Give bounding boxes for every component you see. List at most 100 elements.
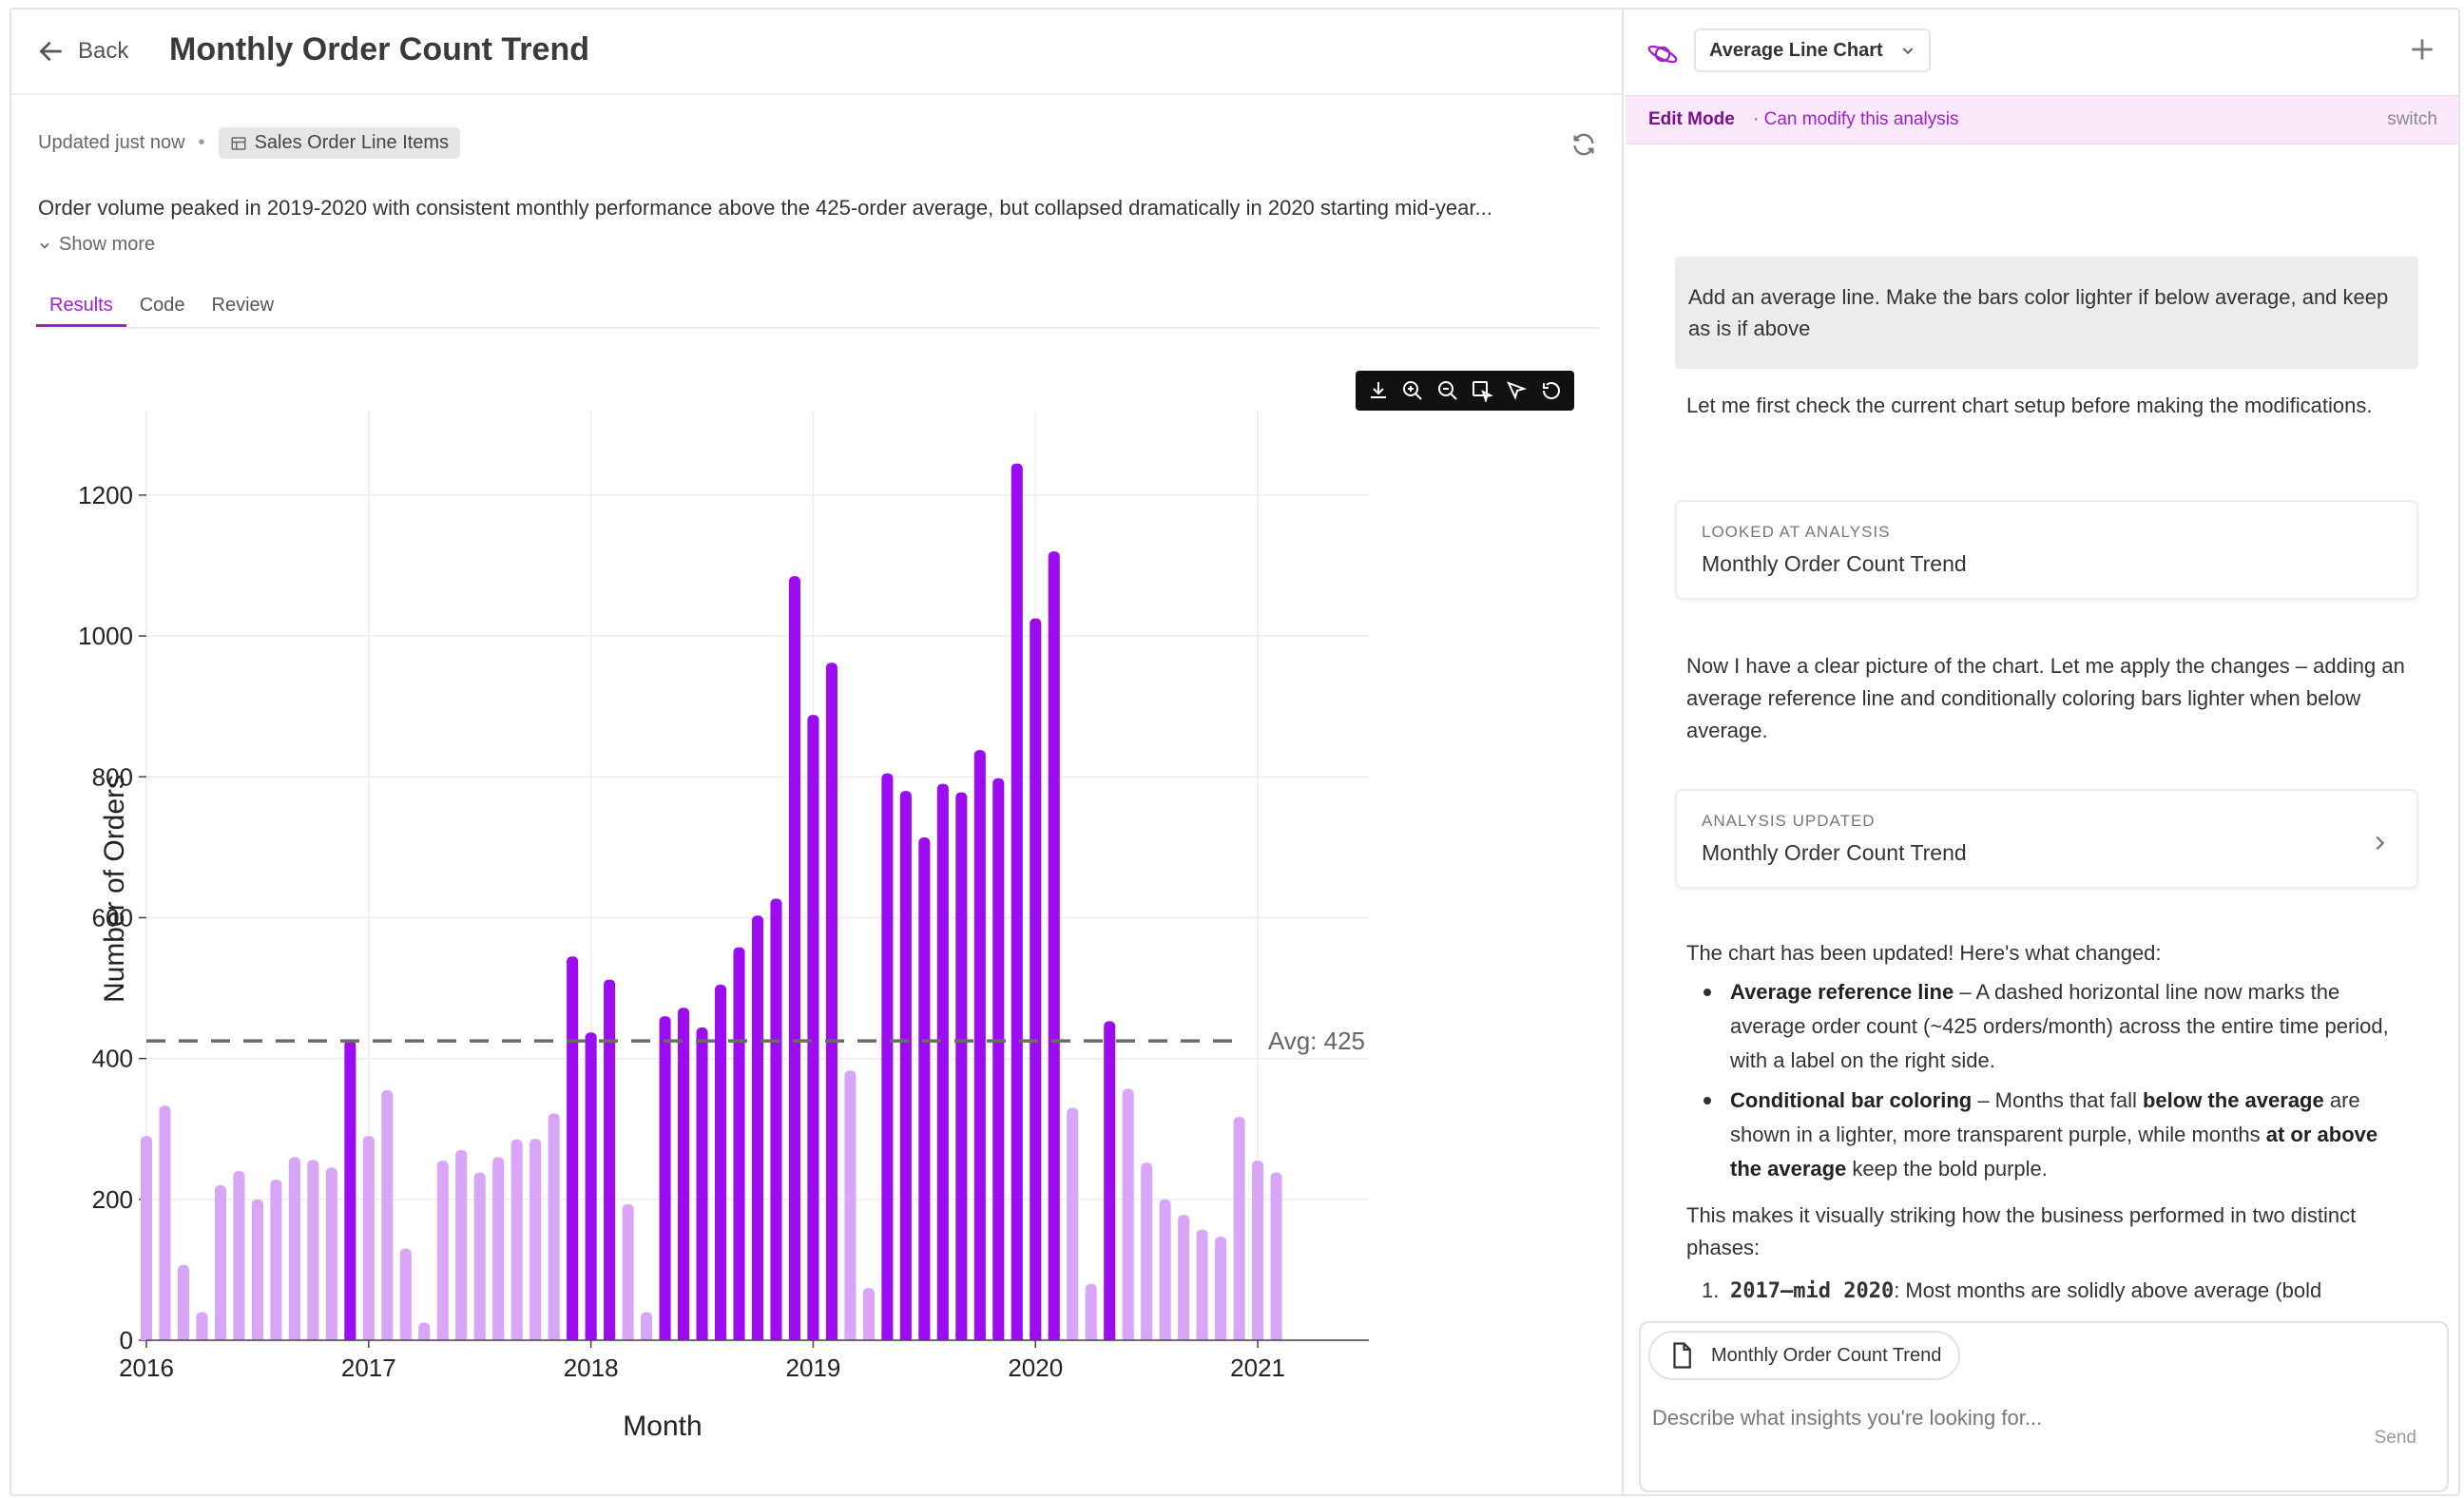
bar xyxy=(140,1136,153,1340)
bar-base xyxy=(1030,1333,1042,1340)
bar-base xyxy=(770,1333,782,1340)
tab-code[interactable]: Code xyxy=(139,295,185,316)
chevron-down-icon xyxy=(1902,48,1914,55)
bar xyxy=(1048,551,1060,1340)
bar-base xyxy=(1233,1333,1245,1340)
tool-card-updated[interactable]: ANALYSIS UPDATED Monthly Order Count Tre… xyxy=(1675,789,2418,889)
order-count-chart[interactable]: 0 200 400 600 800 1000 1200 2016 2017 2018 2019 202… xyxy=(68,390,1399,1454)
tab-results[interactable]: Results xyxy=(36,285,126,327)
prompt-input[interactable] xyxy=(1652,1399,2318,1437)
page-title: Monthly Order Count Trend xyxy=(169,31,589,67)
source-chip[interactable]: Sales Order Line Items xyxy=(218,127,461,159)
tab-review[interactable]: Review xyxy=(211,295,275,316)
x-axis-title: Month xyxy=(623,1411,702,1442)
bar-base xyxy=(992,1333,1005,1340)
bar xyxy=(955,792,968,1340)
bar xyxy=(1085,1283,1097,1340)
assistant-message: Let me first check the current chart set… xyxy=(1686,394,2373,417)
bullet-text: – Months that fall xyxy=(1972,1088,2143,1112)
bar-base xyxy=(399,1333,412,1340)
y-tick-label: 600 xyxy=(92,903,133,931)
switch-mode-button[interactable]: switch xyxy=(2387,109,2437,129)
bar xyxy=(788,576,801,1340)
reset-icon[interactable] xyxy=(1538,377,1565,404)
bar-base xyxy=(918,1333,931,1340)
analysis-meta: Updated just now • Sales Order Line Item… xyxy=(38,127,461,159)
bar-base xyxy=(1067,1333,1079,1340)
average-label: Avg: 425 xyxy=(1268,1027,1365,1055)
x-tick-label: 2017 xyxy=(341,1354,396,1382)
bar-base xyxy=(1048,1333,1060,1340)
app-window: Back Monthly Order Count Trend Updated j… xyxy=(10,8,2460,1496)
bullet-dot xyxy=(1704,1097,1711,1104)
x-tick-label: 2019 xyxy=(786,1354,841,1382)
bar-base xyxy=(418,1333,431,1340)
bar xyxy=(1141,1162,1153,1340)
assistant-message: This makes it visually striking how the … xyxy=(1686,1203,2357,1259)
box-select-icon[interactable] xyxy=(1469,377,1495,404)
table-icon xyxy=(231,136,246,150)
bar xyxy=(1104,1021,1116,1340)
bar xyxy=(992,778,1005,1340)
updated-status: Updated just now xyxy=(38,132,185,153)
bar xyxy=(918,836,931,1340)
bar xyxy=(844,1070,857,1340)
list-title: 2017–mid 2020 xyxy=(1730,1279,1895,1303)
tool-card-label: ANALYSIS UPDATED xyxy=(1702,812,1876,830)
back-button[interactable]: Back xyxy=(36,36,128,67)
user-message: Add an average line. Make the bars color… xyxy=(1675,257,2418,369)
bar xyxy=(659,1016,671,1340)
bar xyxy=(214,1185,226,1340)
bar xyxy=(1270,1172,1282,1340)
bar xyxy=(807,715,819,1340)
chart-toolbar xyxy=(1356,371,1574,411)
list-text: : Most months are solidly above average … xyxy=(1894,1278,2322,1302)
zoom-in-icon[interactable] xyxy=(1399,377,1426,404)
bar-base xyxy=(899,1333,912,1340)
plus-icon[interactable] xyxy=(2407,34,2437,65)
bar xyxy=(604,979,616,1340)
send-button[interactable]: Send xyxy=(2374,1428,2416,1448)
list-number: 1. xyxy=(1702,1278,1720,1302)
download-icon[interactable] xyxy=(1365,377,1392,404)
bar-base xyxy=(567,1333,579,1340)
bar-base xyxy=(362,1333,375,1340)
bar xyxy=(1233,1117,1245,1340)
pointer-icon[interactable] xyxy=(1503,377,1530,404)
bullet-emphasis: below the average xyxy=(2142,1088,2324,1112)
planet-icon xyxy=(1647,45,1678,64)
edit-mode-bar: Edit Mode · Can modify this analysis swi… xyxy=(1626,95,2458,144)
bar-base xyxy=(288,1333,300,1340)
bar xyxy=(899,791,912,1340)
bar xyxy=(825,663,837,1340)
bar-base xyxy=(344,1333,356,1340)
y-tick-label: 1200 xyxy=(78,481,133,509)
x-tick-label: 2018 xyxy=(564,1354,619,1382)
bar xyxy=(436,1161,449,1340)
bar xyxy=(325,1167,337,1340)
tool-card-looked[interactable]: LOOKED AT ANALYSIS Monthly Order Count T… xyxy=(1675,500,2418,600)
document-icon xyxy=(1673,1342,1691,1369)
bar-base xyxy=(696,1333,708,1340)
bullet-text: are shown in a lighter, more transparent… xyxy=(1730,1088,2360,1146)
chart-type-label: Average Line Chart xyxy=(1709,39,1883,61)
bar xyxy=(548,1113,560,1340)
bar-base xyxy=(1141,1333,1153,1340)
refresh-icon[interactable] xyxy=(1570,131,1597,158)
show-more-button[interactable]: Show more xyxy=(38,234,155,256)
edit-mode-desc: · Can modify this analysis xyxy=(1753,109,1959,129)
bar xyxy=(492,1157,505,1340)
bar-base xyxy=(714,1333,727,1340)
bar xyxy=(622,1204,634,1340)
context-chip[interactable]: Monthly Order Count Trend xyxy=(1648,1331,1961,1380)
chart-type-select[interactable]: Average Line Chart xyxy=(1694,29,1931,72)
bar-base xyxy=(159,1333,171,1340)
y-tick-label: 400 xyxy=(92,1045,133,1073)
list-item: 1. 2017–mid 2020: Most months are solidl… xyxy=(1686,1274,2409,1309)
edit-mode-label: Edit Mode xyxy=(1648,109,1735,129)
zoom-out-icon[interactable] xyxy=(1434,377,1461,404)
bar-base xyxy=(1011,1333,1023,1340)
bar xyxy=(473,1172,486,1340)
bar-base xyxy=(881,1333,894,1340)
bar-base xyxy=(510,1333,523,1340)
